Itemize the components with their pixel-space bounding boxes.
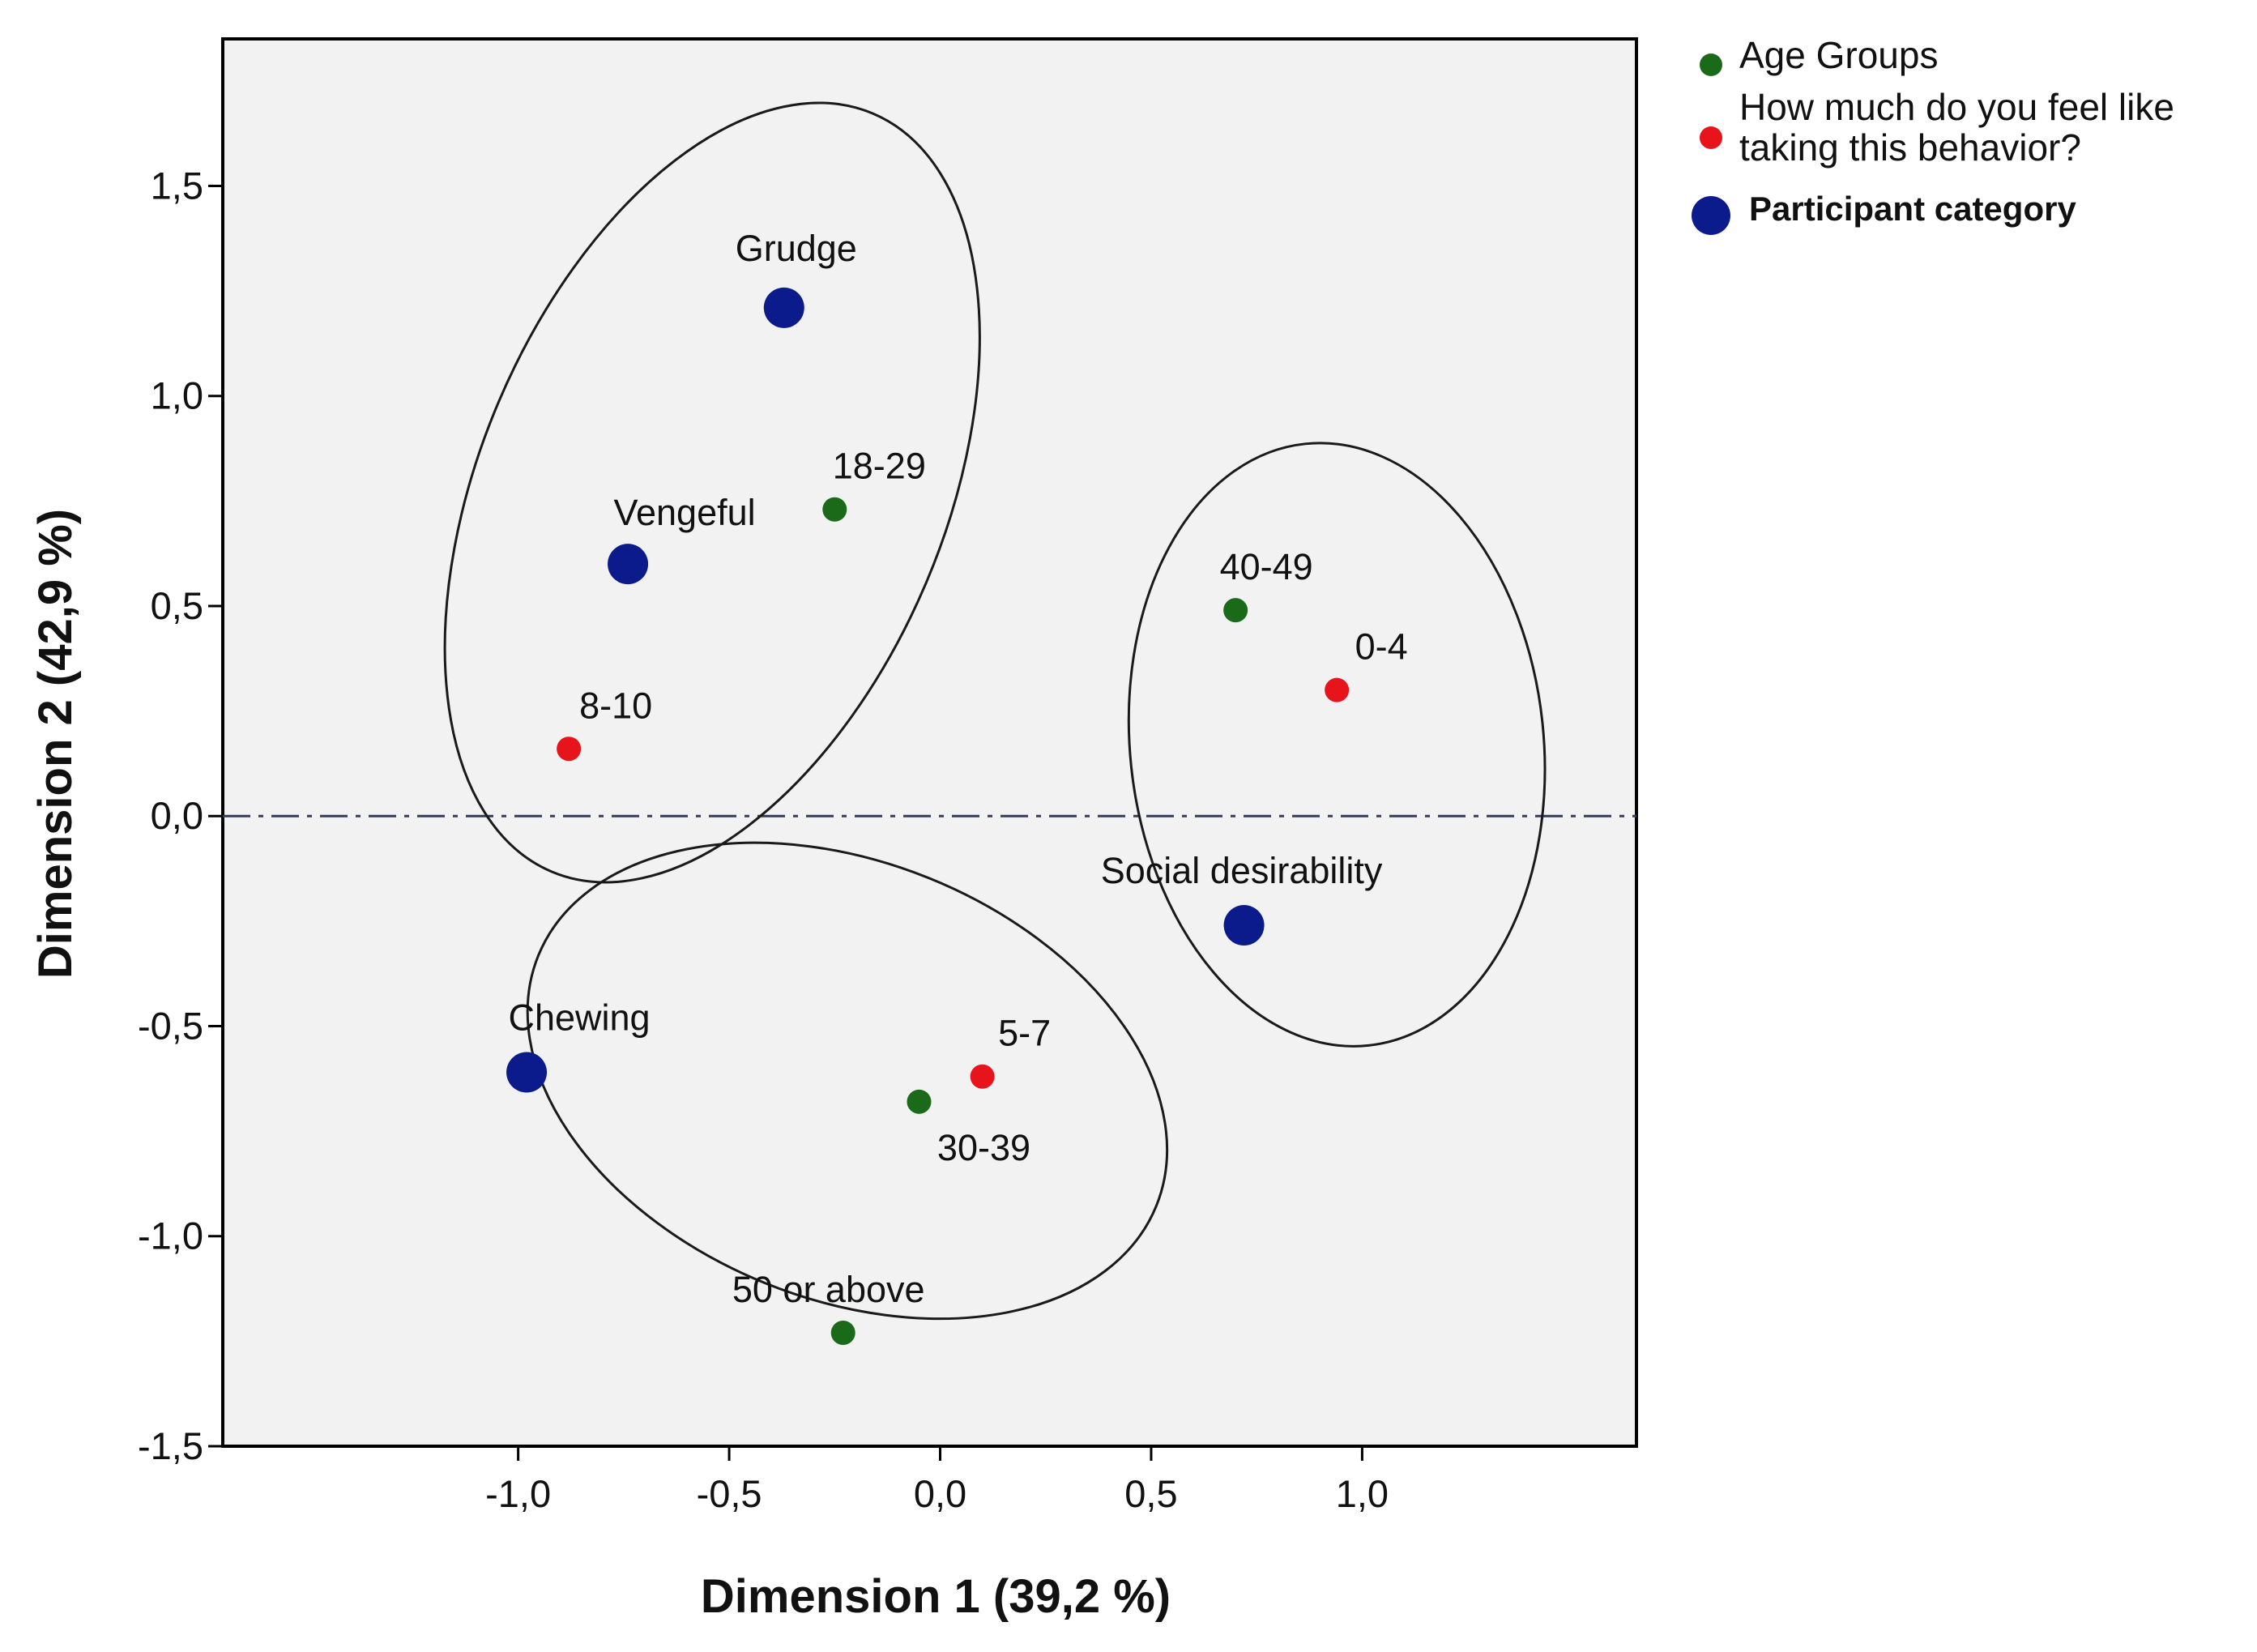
point-label-social-desirability: Social desirability [1101,850,1383,891]
y-tick-label: 1,0 [151,374,203,417]
legend-marker-age-groups [1700,53,1722,76]
legend-label-age-groups: Age Groups [1739,34,1938,76]
legend-marker-how-much-do-you-feel-like-taking-this-behavior [1700,126,1722,149]
point-5-7 [970,1064,995,1089]
point-label-40-49: 40-49 [1220,546,1313,587]
legend: Age Groups How much do you feel liketakin… [1692,34,2174,235]
grouping-ellipse-2 [1127,442,1547,1048]
point-18-29 [822,497,847,522]
y-tick-label: 0,5 [151,584,203,627]
point-social-desirability [1223,905,1265,946]
point-label-vengeful: Vengeful [613,492,755,533]
point-0-4 [1325,677,1350,702]
point-40-49 [1223,598,1248,623]
point-label-grudge: Grudge [736,228,857,269]
x-tick-label: 1,0 [1336,1472,1389,1515]
point-label-chewing: Chewing [508,997,650,1039]
legend-label-how-much-do-you-feel-like-taking-this-behavior-line-1: How much do you feel like [1739,86,2174,128]
point-grudge [763,287,804,328]
plot-area [221,37,1638,1448]
point-label-18-29: 18-29 [833,446,926,487]
x-tick-label: -0,5 [697,1472,762,1515]
point-label-8-10: 8-10 [579,685,652,726]
y-axis-title: Dimension 2 (42,9 %) [29,509,82,979]
legend-marker-participant-category [1692,196,1730,235]
y-tick-label: -1,0 [138,1214,203,1257]
x-axis-title: Dimension 1 (39,2 %) [701,1570,1171,1623]
point-chewing [506,1052,548,1093]
x-tick-label: 0,5 [1124,1472,1177,1515]
y-tick-label: -1,5 [138,1424,203,1467]
y-tick-label: -0,5 [138,1004,203,1047]
point-label-0-4: 0-4 [1355,626,1408,668]
x-tick-label: -1,0 [485,1472,551,1515]
point-label-30-39: 30-39 [937,1127,1030,1168]
x-tick-label: 0,0 [914,1472,966,1515]
point-50-or-above [830,1321,855,1346]
point-label-5-7: 5-7 [998,1013,1051,1054]
grouping-ellipse-1 [443,101,981,884]
point-8-10 [557,736,582,762]
point-label-50-or-above: 50 or above [732,1269,925,1310]
plot-layer: -1,5 -1,0 -0,5 0,0 0,5 1,0 1,5 -1,0 -0,5 0,0 0,5 1,… [138,37,1638,1515]
point-vengeful [608,544,649,585]
y-tick-label: 1,5 [151,164,203,207]
point-30-39 [907,1089,932,1114]
y-tick-label: 0,0 [151,794,203,837]
grouping-ellipse-3 [526,841,1169,1321]
legend-label-how-much-do-you-feel-like-taking-this-behavior-line-2: taking this behavior? [1739,126,2081,169]
legend-label-participant-category: Participant category [1749,190,2076,228]
